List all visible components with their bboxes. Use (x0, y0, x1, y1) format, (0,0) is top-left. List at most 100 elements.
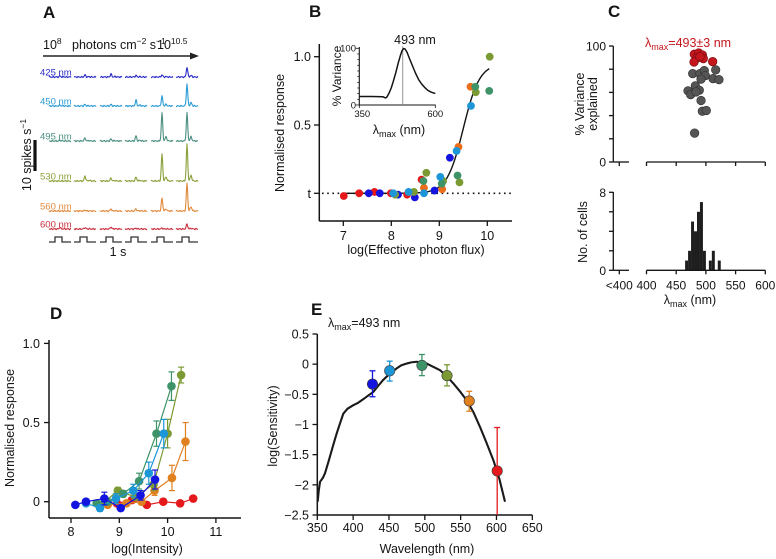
x-tick-label: 600 (486, 521, 507, 535)
panel-letter-d: D (50, 304, 62, 323)
cell-point-highlighted (708, 57, 718, 67)
trace-segment (150, 95, 174, 108)
lambda-subscript: max (651, 42, 669, 52)
sensitivity-point-425-nm (366, 370, 378, 398)
hist-x-unit: (nm) (687, 293, 716, 307)
histogram-bar (688, 250, 692, 271)
trace-segment (150, 197, 174, 213)
x-tick-label: 8 (388, 229, 395, 243)
trace-segment (124, 74, 148, 79)
data-point-450-nm (467, 101, 475, 110)
data-point-495-nm (471, 82, 480, 91)
x-tick-label: 500 (414, 521, 435, 535)
intensity-unit: photons cm (72, 38, 137, 52)
trace-segment (48, 75, 72, 79)
y-axis-title: log(Sensitivity) (266, 385, 280, 466)
inset-y-tick-label: 0 (351, 101, 356, 112)
trace-segment (48, 104, 72, 108)
trace-label: 495 nm (40, 132, 72, 143)
lambda-max-value: =493±3 nm (668, 36, 731, 50)
y-tick-label: 0 (33, 495, 40, 509)
trace-segment (175, 67, 199, 79)
x-tick-label: 10 (480, 229, 494, 243)
template-lambda-max: λmax=493 nm (328, 316, 400, 332)
trace-label: 450 nm (40, 97, 72, 108)
data-point-495-nm (419, 177, 428, 185)
data-point (111, 494, 121, 503)
trace-label: 560 nm (40, 202, 72, 213)
scale-bar-text: 10 spikes s (20, 129, 34, 192)
panel-a: A 108 photons cm−2 s−1 1010.5 425 nm450 … (18, 3, 199, 259)
sensitivity-point-560-nm (463, 390, 475, 412)
x-tick-label: 11 (209, 525, 222, 539)
data-point-495-nm (453, 171, 462, 180)
data-point-495-nm (485, 86, 494, 95)
lambda-subscript: max (670, 299, 688, 309)
trace-segment (48, 227, 72, 231)
data-point-450-nm (389, 189, 398, 198)
lambda-symbol: λ (373, 123, 380, 137)
data-point (129, 486, 138, 495)
cell-point-highlighted (695, 52, 705, 62)
lambda-symbol: λ (328, 316, 335, 330)
y-tick-label: 0.5 (23, 416, 40, 430)
data-point-560-nm (420, 183, 428, 192)
histogram-bar (696, 211, 700, 271)
trace-segment (175, 143, 199, 183)
trace-segment (99, 72, 123, 79)
data-point-425-nm (375, 189, 384, 198)
data-point (416, 359, 428, 371)
lambda-subscript: max (379, 129, 397, 139)
data-point (144, 468, 154, 478)
cell-point-highlighted (689, 57, 699, 67)
panel-letter-b: B (309, 2, 321, 21)
intensity-unit-label: photons cm−2 s−1 (72, 36, 166, 52)
y-tick-label: 0 (599, 156, 606, 170)
data-point-530-nm (485, 52, 494, 61)
y-axis-title-line1: % Variance (573, 72, 587, 135)
time-bar-label: 1 s (110, 245, 127, 259)
hist-x-axis-title: λmax (nm) (664, 293, 716, 309)
y-axis-title: Normalised response (3, 369, 17, 487)
data-point (100, 494, 109, 503)
stimulus-pulse (125, 236, 147, 243)
y-tick-label: −0.5 (284, 388, 309, 402)
x-tick-label: 9 (116, 525, 123, 539)
x-axis-title: log(Effective photon flux) (347, 243, 484, 257)
inset-y-tick-label: 100 (340, 44, 356, 55)
lambda-max-value: =493 nm (351, 316, 400, 330)
intensity-response-plot: 0 0.5 1.0 8 9 10 11 (23, 337, 241, 539)
trace-segment (73, 227, 97, 231)
x-tick-label: 450 (379, 521, 400, 535)
intensity-low-base: 10 (43, 38, 57, 52)
sensitivity-point-530-nm (441, 364, 453, 387)
intensity-arrow-head-icon (190, 52, 199, 60)
lambda-max-summary: λmax=493±3 nm (645, 36, 731, 52)
trace-segment (124, 208, 148, 213)
data-point (136, 491, 145, 500)
trace-segment (175, 223, 199, 231)
x-tick-label: 7 (340, 229, 347, 243)
cell-point (714, 75, 724, 85)
panel-b: B t 0.5 1.0 7 8 9 10 log(Effective photon flux… (273, 2, 512, 257)
data-point-495-nm (437, 179, 446, 188)
lambda-symbol: λ (645, 36, 652, 50)
y-tick-label: −1 (295, 418, 309, 432)
y-axis-title: Normalised response (273, 74, 287, 192)
intensity-axis-label: 108 photons cm−2 s−1 1010.5 (43, 36, 188, 52)
data-point (491, 465, 503, 477)
data-point (441, 370, 453, 382)
trace-425-nm: 425 nm (40, 67, 199, 79)
x-tick-label: 400 (343, 521, 364, 535)
y-tick-label: 1.0 (294, 50, 311, 64)
series-425-nm (71, 469, 160, 513)
scale-bar-exp: −1 (18, 119, 28, 129)
panel-letter-c: C (608, 2, 620, 21)
trace-560-nm: 560 nm (40, 182, 199, 213)
cell-point (696, 74, 706, 84)
y-tick-label: 0 (599, 264, 606, 278)
